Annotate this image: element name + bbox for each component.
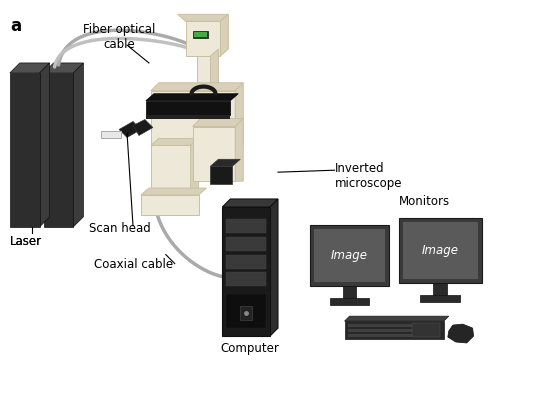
Bar	[226, 237, 266, 251]
Bar	[222, 207, 270, 336]
Polygon shape	[10, 63, 50, 73]
Bar	[186, 21, 221, 56]
Bar	[211, 166, 232, 184]
Text: Fiber optical
cable: Fiber optical cable	[83, 23, 155, 51]
Text: Inverted
microscope: Inverted microscope	[335, 162, 402, 190]
Bar	[194, 32, 207, 37]
Text: Laser: Laser	[10, 235, 42, 248]
Bar	[330, 298, 369, 305]
Bar	[151, 91, 235, 145]
Polygon shape	[151, 139, 199, 145]
Text: Monitors: Monitors	[398, 195, 450, 208]
Bar	[240, 306, 252, 320]
Text: Scan head: Scan head	[90, 222, 151, 235]
Polygon shape	[40, 63, 50, 227]
Polygon shape	[178, 14, 228, 21]
Polygon shape	[270, 199, 278, 336]
Polygon shape	[399, 218, 482, 284]
Polygon shape	[74, 63, 84, 227]
Bar	[146, 101, 231, 114]
Text: a: a	[10, 17, 21, 35]
Polygon shape	[44, 63, 84, 73]
Polygon shape	[141, 188, 206, 195]
Polygon shape	[211, 49, 218, 91]
Bar	[44, 73, 74, 227]
Bar	[348, 334, 440, 337]
Text: Laser: Laser	[10, 235, 42, 248]
Text: Image: Image	[422, 244, 459, 257]
Polygon shape	[119, 122, 141, 137]
Bar	[226, 255, 266, 268]
Polygon shape	[235, 83, 243, 145]
Bar	[348, 329, 440, 332]
Bar	[348, 324, 440, 327]
Polygon shape	[191, 139, 199, 195]
Bar	[434, 284, 447, 295]
Polygon shape	[221, 14, 228, 56]
Text: Image: Image	[331, 249, 368, 262]
Bar	[192, 126, 235, 181]
Bar	[420, 295, 460, 302]
Bar	[342, 286, 357, 298]
Polygon shape	[211, 159, 240, 166]
Polygon shape	[192, 118, 243, 126]
Bar	[151, 145, 191, 195]
Polygon shape	[403, 222, 478, 280]
Bar	[226, 219, 266, 233]
Bar	[226, 272, 266, 286]
Polygon shape	[222, 199, 278, 207]
Polygon shape	[133, 120, 153, 135]
Polygon shape	[146, 94, 238, 101]
Polygon shape	[345, 316, 449, 321]
Polygon shape	[314, 229, 385, 282]
Polygon shape	[151, 83, 243, 91]
Bar	[196, 56, 211, 91]
Bar	[412, 323, 440, 337]
Polygon shape	[310, 225, 389, 286]
Bar	[10, 73, 40, 227]
Bar	[141, 195, 199, 215]
Bar	[101, 131, 121, 139]
Text: Coaxial cable: Coaxial cable	[95, 257, 174, 270]
Bar	[192, 31, 208, 38]
Text: Computer: Computer	[221, 342, 280, 355]
Bar	[226, 294, 266, 328]
Polygon shape	[448, 324, 473, 343]
Polygon shape	[146, 114, 231, 118]
Bar	[345, 321, 444, 339]
Polygon shape	[235, 118, 243, 181]
